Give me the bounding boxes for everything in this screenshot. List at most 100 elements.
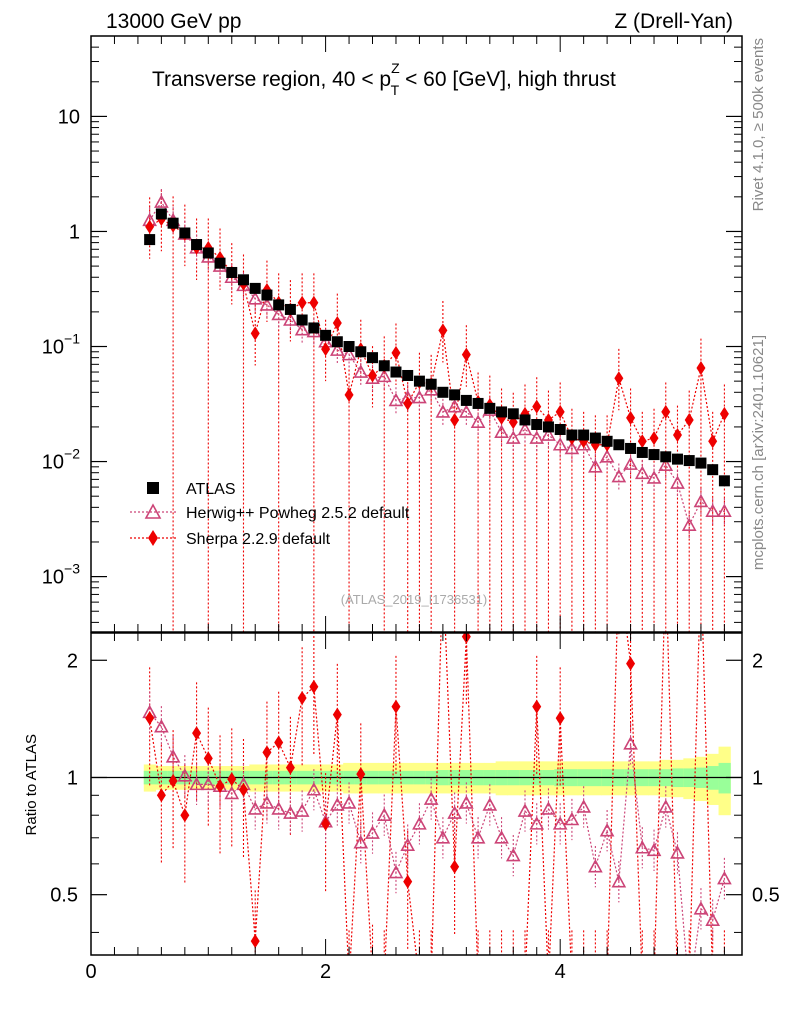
mcplots-label: mcplots.cern.ch [arXiv:2401.10621]: [750, 335, 767, 570]
sherpa-ratio-point: [145, 711, 155, 726]
legend-herwig-label: Herwig++ Powheg 2.5.2 default: [186, 505, 410, 522]
sherpa-point: [297, 295, 307, 310]
herwig-ratio-point: [400, 837, 416, 851]
herwig-point: [552, 437, 568, 451]
sherpa-ratio-point: [708, 974, 717, 988]
rivet-version-label: Rivet 4.1.0, ≥ 500k events: [750, 38, 767, 211]
herwig-point: [154, 194, 169, 208]
y-tick-label: 10−3: [42, 561, 80, 589]
ratio-y-tick-label: 2: [67, 650, 78, 672]
sherpa-ratio-point: [579, 974, 588, 988]
herwig-point: [505, 430, 521, 444]
uncertainty-band-inner: [718, 762, 731, 794]
sherpa-ratio-point: [356, 767, 366, 782]
herwig-ratio-point: [459, 795, 474, 809]
sherpa-point: [309, 295, 319, 310]
sherpa-ratio-point: [603, 974, 612, 988]
atlas-point: [695, 457, 707, 469]
sherpa-ratio-point: [485, 974, 494, 988]
atlas-point: [718, 475, 730, 487]
atlas-point: [566, 429, 578, 441]
atlas-point: [425, 378, 437, 390]
herwig-point: [693, 493, 709, 508]
sherpa-ratio-point: [403, 874, 413, 889]
sherpa-point: [614, 371, 624, 386]
herwig-ratio-point: [611, 874, 627, 888]
sherpa-ratio-point: [614, 559, 623, 573]
herwig-point: [646, 470, 662, 484]
herwig-point: [541, 427, 556, 441]
atlas-point: [343, 341, 355, 353]
x-tick-label: 2: [320, 961, 331, 983]
atlas-point: [155, 208, 167, 220]
sherpa-ratio-point: [532, 699, 542, 714]
herwig-ratio-point: [447, 805, 462, 819]
herwig-ratio-point: [634, 840, 650, 854]
herwig-point: [564, 440, 580, 455]
herwig-point: [681, 517, 697, 531]
top-panel-frame: [90, 35, 743, 633]
sherpa-ratio-point: [521, 974, 530, 988]
herwig-ratio-point: [683, 987, 695, 998]
atlas-point: [261, 289, 273, 301]
sherpa-ratio-point: [238, 782, 248, 797]
atlas-point: [613, 439, 625, 451]
sherpa-ratio-point: [203, 751, 213, 766]
atlas-point: [273, 299, 285, 311]
legend-herwig-marker: [144, 503, 162, 519]
sherpa-point: [344, 387, 354, 402]
herwig-ratio-point: [576, 799, 591, 813]
atlas-point: [390, 366, 402, 378]
herwig-ratio-point: [306, 782, 322, 796]
herwig-ratio-point: [599, 823, 615, 837]
sherpa-ratio-point: [321, 816, 331, 831]
herwig-ratio-point: [564, 811, 580, 826]
chart-title: Transverse region, 40 < pZ T < 60 [GeV], …: [152, 60, 616, 98]
atlas-point: [519, 414, 531, 426]
sherpa-ratio-point: [192, 726, 202, 741]
sherpa-point: [368, 368, 378, 383]
atlas-point: [413, 375, 425, 387]
herwig-point: [717, 503, 732, 518]
sherpa-ratio-point: [567, 974, 576, 988]
atlas-point: [437, 386, 449, 398]
sherpa-point: [649, 431, 659, 446]
herwig-ratio-point: [541, 801, 556, 815]
atlas-point: [683, 455, 695, 467]
herwig-point: [670, 475, 685, 489]
atlas-point: [179, 227, 191, 239]
atlas-point: [589, 432, 601, 444]
sherpa-ratio-point: [450, 859, 460, 874]
herwig-point: [588, 459, 603, 473]
sherpa-point: [696, 361, 706, 376]
herwig-ratio-point: [259, 795, 275, 809]
herwig-ratio-point: [705, 912, 721, 926]
sherpa-point: [438, 323, 448, 338]
sherpa-ratio-point: [497, 974, 506, 988]
herwig-point: [341, 346, 357, 361]
atlas-point: [226, 266, 238, 278]
sherpa-ratio-point: [555, 711, 565, 726]
herwig-ratio-point: [165, 749, 181, 763]
legend: ATLAS Herwig++ Powheg 2.5.2 default Sher…: [130, 481, 410, 548]
herwig-point: [494, 424, 509, 438]
sherpa-ratio-line: [149, 633, 713, 955]
herwig-point: [376, 368, 392, 383]
sherpa-ratio-point: [685, 974, 694, 988]
herwig-ratio-point: [505, 847, 521, 862]
herwig-point: [412, 389, 427, 404]
herwig-point: [271, 306, 287, 321]
ratio-y-tick-label-right: 2: [752, 650, 763, 672]
atlas-point: [237, 274, 249, 286]
ratio-y-tick-label: 0.5: [50, 885, 78, 907]
herwig-point: [576, 437, 591, 451]
atlas-point: [578, 429, 590, 441]
legend-atlas-marker: [147, 482, 159, 494]
sherpa-point: [555, 404, 565, 419]
sherpa-ratio-point: [250, 934, 260, 949]
herwig-ratio-point: [517, 803, 533, 817]
herwig-ratio-point: [435, 830, 451, 844]
atlas-point: [355, 346, 367, 358]
herwig-ratio-point: [365, 825, 380, 839]
